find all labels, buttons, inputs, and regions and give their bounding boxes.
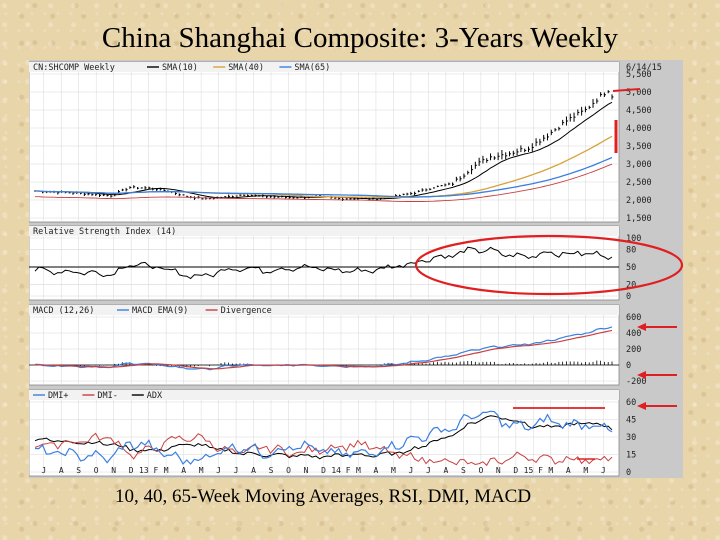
x-month-label: M [199,466,204,475]
dmi-panel-tick-label: 30 [626,433,636,443]
macd-panel-tick-label: 400 [626,329,641,339]
x-month-label: D [321,466,326,475]
macd-ema-line [35,329,613,370]
adx-line [34,415,613,460]
stock-chart: 1,500 2,000 2,500 3,000 3,500 4,000 4,500 5,000… [29,60,683,478]
price-panel-tick-label: 4,000 [626,124,652,134]
macd-line [35,326,613,371]
x-month-label: J [409,466,414,475]
price-panel-tick-label: 5,500 [626,70,652,80]
x-month-label: D [129,466,134,475]
x-month-label: S [269,466,274,475]
date-label: 6/14/15 [626,63,662,73]
x-month-label: 15 F [524,466,543,475]
x-month-label: A [251,466,256,475]
price-header: CN:SHCOMP Weekly [33,63,115,73]
x-month-label: M [583,466,588,475]
macd-arrowhead-2 [637,371,646,379]
dmi-panel-header-bar [29,390,619,400]
x-month-label: M [356,466,361,475]
rsi-panel-background [29,225,620,301]
x-month-label: M [548,466,553,475]
price-panel-tick-label: 5,000 [626,88,652,98]
x-month-label: N [111,466,116,475]
x-month-label: J [216,466,221,475]
dmi-plus-line [34,410,613,465]
rsi-panel-tick-label: 20 [626,280,636,290]
x-month-label: A [59,466,64,475]
macd-panel-header: MACD (12,26) [33,306,94,316]
x-month-label: A [566,466,571,475]
dmi-arrowhead [637,402,646,410]
x-month-label: A [181,466,186,475]
macd-legend-label: Divergence [221,306,272,316]
macd-panel-tick-label: 600 [626,313,641,323]
price-annotation-line [612,88,641,92]
x-month-label: J [426,466,431,475]
x-month-label: M [391,466,396,475]
dmi-legend-label: DMI- [97,391,117,401]
rsi-panel-header: Relative Strength Index (14) [33,227,176,237]
x-month-label: J [234,466,239,475]
rsi-panel-tick-label: 50 [626,263,636,273]
x-month-label: M [164,466,169,475]
price-legend-label: SMA(40) [228,63,264,73]
price-legend-label: SMA(65) [294,63,330,73]
macd-arrowhead-1 [637,323,646,331]
macd-panel-tick-label: -200 [626,377,646,387]
price-panel-header-bar [29,62,619,72]
x-month-label: A [443,466,448,475]
x-month-label: 13 F [139,466,158,475]
price-panel-tick-label: 3,000 [626,160,652,170]
dmi-panel-background [29,389,620,477]
dmi-panel-tick-label: 45 [626,416,636,426]
macd-panel-header-bar [29,305,619,315]
price-panel-tick-label: 4,500 [626,106,652,116]
x-month-label: 14 F [331,466,350,475]
rsi-panel-tick-label: 0 [626,292,631,302]
x-month-label: O [286,466,291,475]
rsi-panel-tick-label: 80 [626,246,636,256]
price-panel-background [29,61,620,223]
sma65-line [35,156,613,198]
x-month-label: A [374,466,379,475]
x-month-label: N [304,466,309,475]
macd-legend-label: MACD EMA(9) [132,306,188,316]
sma-extended-line [35,163,613,202]
price-legend-label: SMA(10) [162,63,198,73]
dmi-legend-label: ADX [147,391,163,401]
macd-panel-tick-label: 0 [626,361,631,371]
rsi-line [34,246,613,280]
x-month-label: O [94,466,99,475]
price-panel-tick-label: 2,000 [626,196,652,206]
x-month-label: D [513,466,518,475]
slide-caption: 10, 40, 65-Week Moving Averages, RSI, DM… [115,486,532,507]
price-panel-tick-label: 3,500 [626,142,652,152]
rsi-panel-tick-label: 100 [626,234,641,244]
x-month-label: O [478,466,483,475]
x-month-label: S [461,466,466,475]
rsi-panel-header-bar [29,226,619,236]
dmi-minus-line [34,432,613,467]
price-panel-tick-label: 2,500 [626,178,652,188]
dmi-legend-label: DMI+ [48,391,68,401]
dmi-panel-tick-label: 60 [626,398,636,408]
dmi-panel-tick-label: 0 [626,468,631,478]
macd-panel-tick-label: 200 [626,345,641,355]
dmi-panel-tick-label: 15 [626,451,636,461]
price-panel-tick-label: 1,500 [626,214,652,224]
x-month-label: N [496,466,501,475]
x-month-label: J [601,466,606,475]
x-month-label: J [41,466,46,475]
slide-title: China Shanghai Composite: 3-Years Weekly [101,22,619,54]
x-month-label: S [76,466,81,475]
rsi-highlight-ellipse [414,234,683,296]
